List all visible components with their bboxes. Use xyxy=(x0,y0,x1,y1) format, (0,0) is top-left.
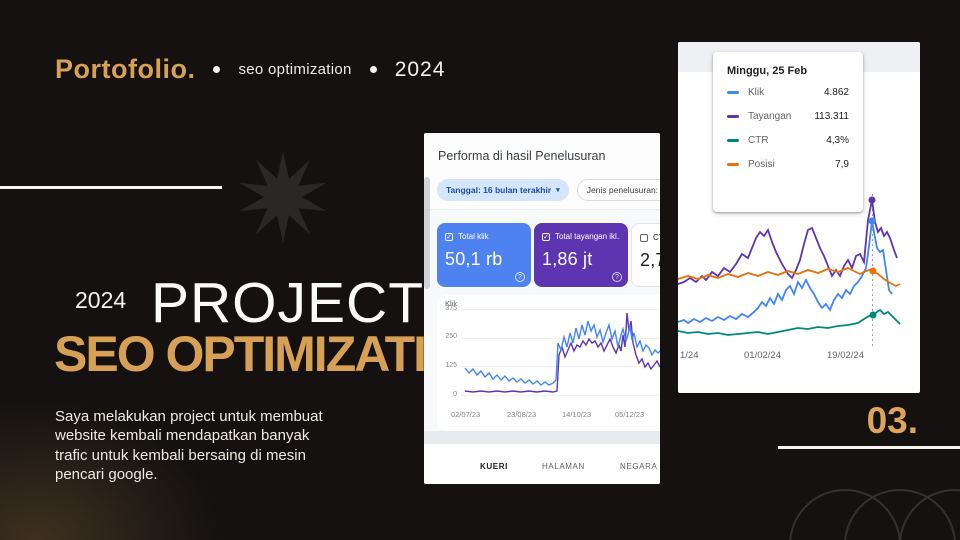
metric-value: 2,7 xyxy=(640,250,660,270)
tooltip-row-ctr: CTR 4,3% xyxy=(727,135,849,146)
gridline xyxy=(461,366,660,367)
gridline xyxy=(461,338,660,339)
series-tayangan-line xyxy=(678,199,898,285)
metric-value: 50,1 rb xyxy=(445,249,503,269)
divider-line-bottom-right xyxy=(778,446,960,449)
tooltip-value: 113.311 xyxy=(814,111,849,122)
detail-line-chart xyxy=(678,194,901,347)
checkbox-checked-icon[interactable]: ✓ xyxy=(542,232,550,241)
gridline xyxy=(461,395,660,396)
section-gap xyxy=(424,431,660,444)
y-tick: 250 xyxy=(445,333,457,340)
rings-decoration xyxy=(789,489,960,540)
bullet-icon xyxy=(213,66,221,73)
chart-tooltip: Minggu, 25 Feb Klik 4.862 Tayangan 113.3… xyxy=(713,52,863,212)
header-topic: seo optimization xyxy=(238,61,352,78)
x-tick: 14/10/23 xyxy=(562,410,592,419)
help-icon[interactable]: ? xyxy=(515,272,525,282)
tooltip-label: Posisi xyxy=(748,159,775,170)
metric-card-ctr[interactable]: CT 2,7 xyxy=(631,223,660,287)
checkbox-unchecked-icon[interactable] xyxy=(640,233,648,242)
title-year: 2024 xyxy=(75,287,127,313)
x-tick: 01/02/24 xyxy=(744,350,781,361)
page-number: 03. xyxy=(866,400,918,441)
tooltip-label: Klik xyxy=(748,87,765,98)
brand-logo: Portofolio. xyxy=(55,54,196,84)
metric-value: 1,86 jt xyxy=(542,249,593,269)
x-tick: 23/08/23 xyxy=(507,410,537,419)
y-tick: 125 xyxy=(445,362,457,369)
divider-line-left xyxy=(0,186,222,189)
tab-negara[interactable]: NEGARA xyxy=(620,462,658,471)
x-tick: 05/12/23 xyxy=(615,410,645,419)
x-tick: 1/24 xyxy=(680,350,699,361)
filter-chip-search-type[interactable]: Jenis penelusuran: Web ▾ xyxy=(576,179,660,201)
tooltip-value: 7,9 xyxy=(835,159,849,170)
tooltip-row-klik: Klik 4.862 xyxy=(727,87,849,98)
header-year: 2024 xyxy=(394,57,446,81)
metric-label: Total tayangan ikl.. xyxy=(555,232,620,241)
legend-dash-klik-icon xyxy=(727,91,739,94)
filter-chip-date-label: Tanggal: 16 bulan terakhir xyxy=(446,185,552,195)
series-klik-line xyxy=(464,320,660,386)
highlight-point-posisi xyxy=(869,267,877,275)
metric-card-total-tayangan[interactable]: ✓ Total tayangan ikl.. 1,86 jt ? xyxy=(534,223,628,287)
tooltip-value: 4.862 xyxy=(823,87,849,98)
y-tick: 0 xyxy=(453,391,457,398)
tooltip-row-posisi: Posisi 7,9 xyxy=(727,159,849,170)
series-klik-line xyxy=(678,220,893,325)
checkbox-checked-icon[interactable]: ✓ xyxy=(445,232,453,241)
slide-header: Portofolio. seo optimization 2024 xyxy=(55,54,445,85)
detail-screenshot-panel: 1/24 01/02/24 19/02/24 Minggu, 25 Feb Kl… xyxy=(678,42,920,393)
filter-chip-type-label: Jenis penelusuran: Web xyxy=(586,185,660,195)
legend-dash-tayangan-icon xyxy=(727,115,739,118)
metric-label: Total klik xyxy=(458,232,489,241)
tab-kueri[interactable]: KUERI xyxy=(480,462,508,471)
tooltip-date: Minggu, 25 Feb xyxy=(727,65,808,77)
series-tayangan-line xyxy=(464,312,660,393)
highlight-point-tayangan xyxy=(868,196,876,204)
tooltip-label: Tayangan xyxy=(748,111,792,122)
gsc-chart-card: Klik 375 250 125 0 02/07/23 23/08/23 14/… xyxy=(437,295,660,431)
starburst-icon xyxy=(239,151,327,243)
gsc-tab-bar: KUERI HALAMAN NEGARA xyxy=(424,444,660,484)
gridline xyxy=(461,309,660,310)
y-axis-title: Klik xyxy=(445,299,458,308)
gsc-line-chart xyxy=(464,312,660,393)
x-tick: 02/07/23 xyxy=(451,410,481,419)
legend-dash-posisi-icon xyxy=(727,163,739,166)
metric-label: CT xyxy=(653,233,660,242)
chevron-down-icon: ▾ xyxy=(556,187,560,194)
tooltip-row-tayangan: Tayangan 113.311 xyxy=(727,111,849,122)
gsc-title: Performa di hasil Penelusuran xyxy=(438,149,606,163)
series-posisi-line xyxy=(678,267,901,288)
x-tick: 19/02/24 xyxy=(827,350,864,361)
scroll-edge-strip[interactable] xyxy=(424,177,430,289)
legend-dash-ctr-icon xyxy=(727,139,739,142)
tab-halaman[interactable]: HALAMAN xyxy=(542,462,585,471)
help-icon[interactable]: ? xyxy=(612,272,622,282)
tooltip-label: CTR xyxy=(748,135,769,146)
series-ctr-line xyxy=(678,308,901,336)
y-tick: 375 xyxy=(445,305,457,312)
highlight-point-klik xyxy=(868,217,876,225)
metric-card-total-klik[interactable]: ✓ Total klik 50,1 rb ? xyxy=(437,223,531,287)
filter-chip-date[interactable]: Tanggal: 16 bulan terakhir ▾ xyxy=(437,179,569,201)
title-line1: PROJECT xyxy=(151,271,425,335)
project-description: Saya melakukan project untuk membuat web… xyxy=(55,408,323,484)
highlight-point-ctr xyxy=(869,311,877,319)
bullet-icon xyxy=(369,66,377,73)
gsc-screenshot-panel: Performa di hasil Penelusuran Tanggal: 1… xyxy=(424,133,660,484)
tooltip-value: 4,3% xyxy=(826,135,849,146)
